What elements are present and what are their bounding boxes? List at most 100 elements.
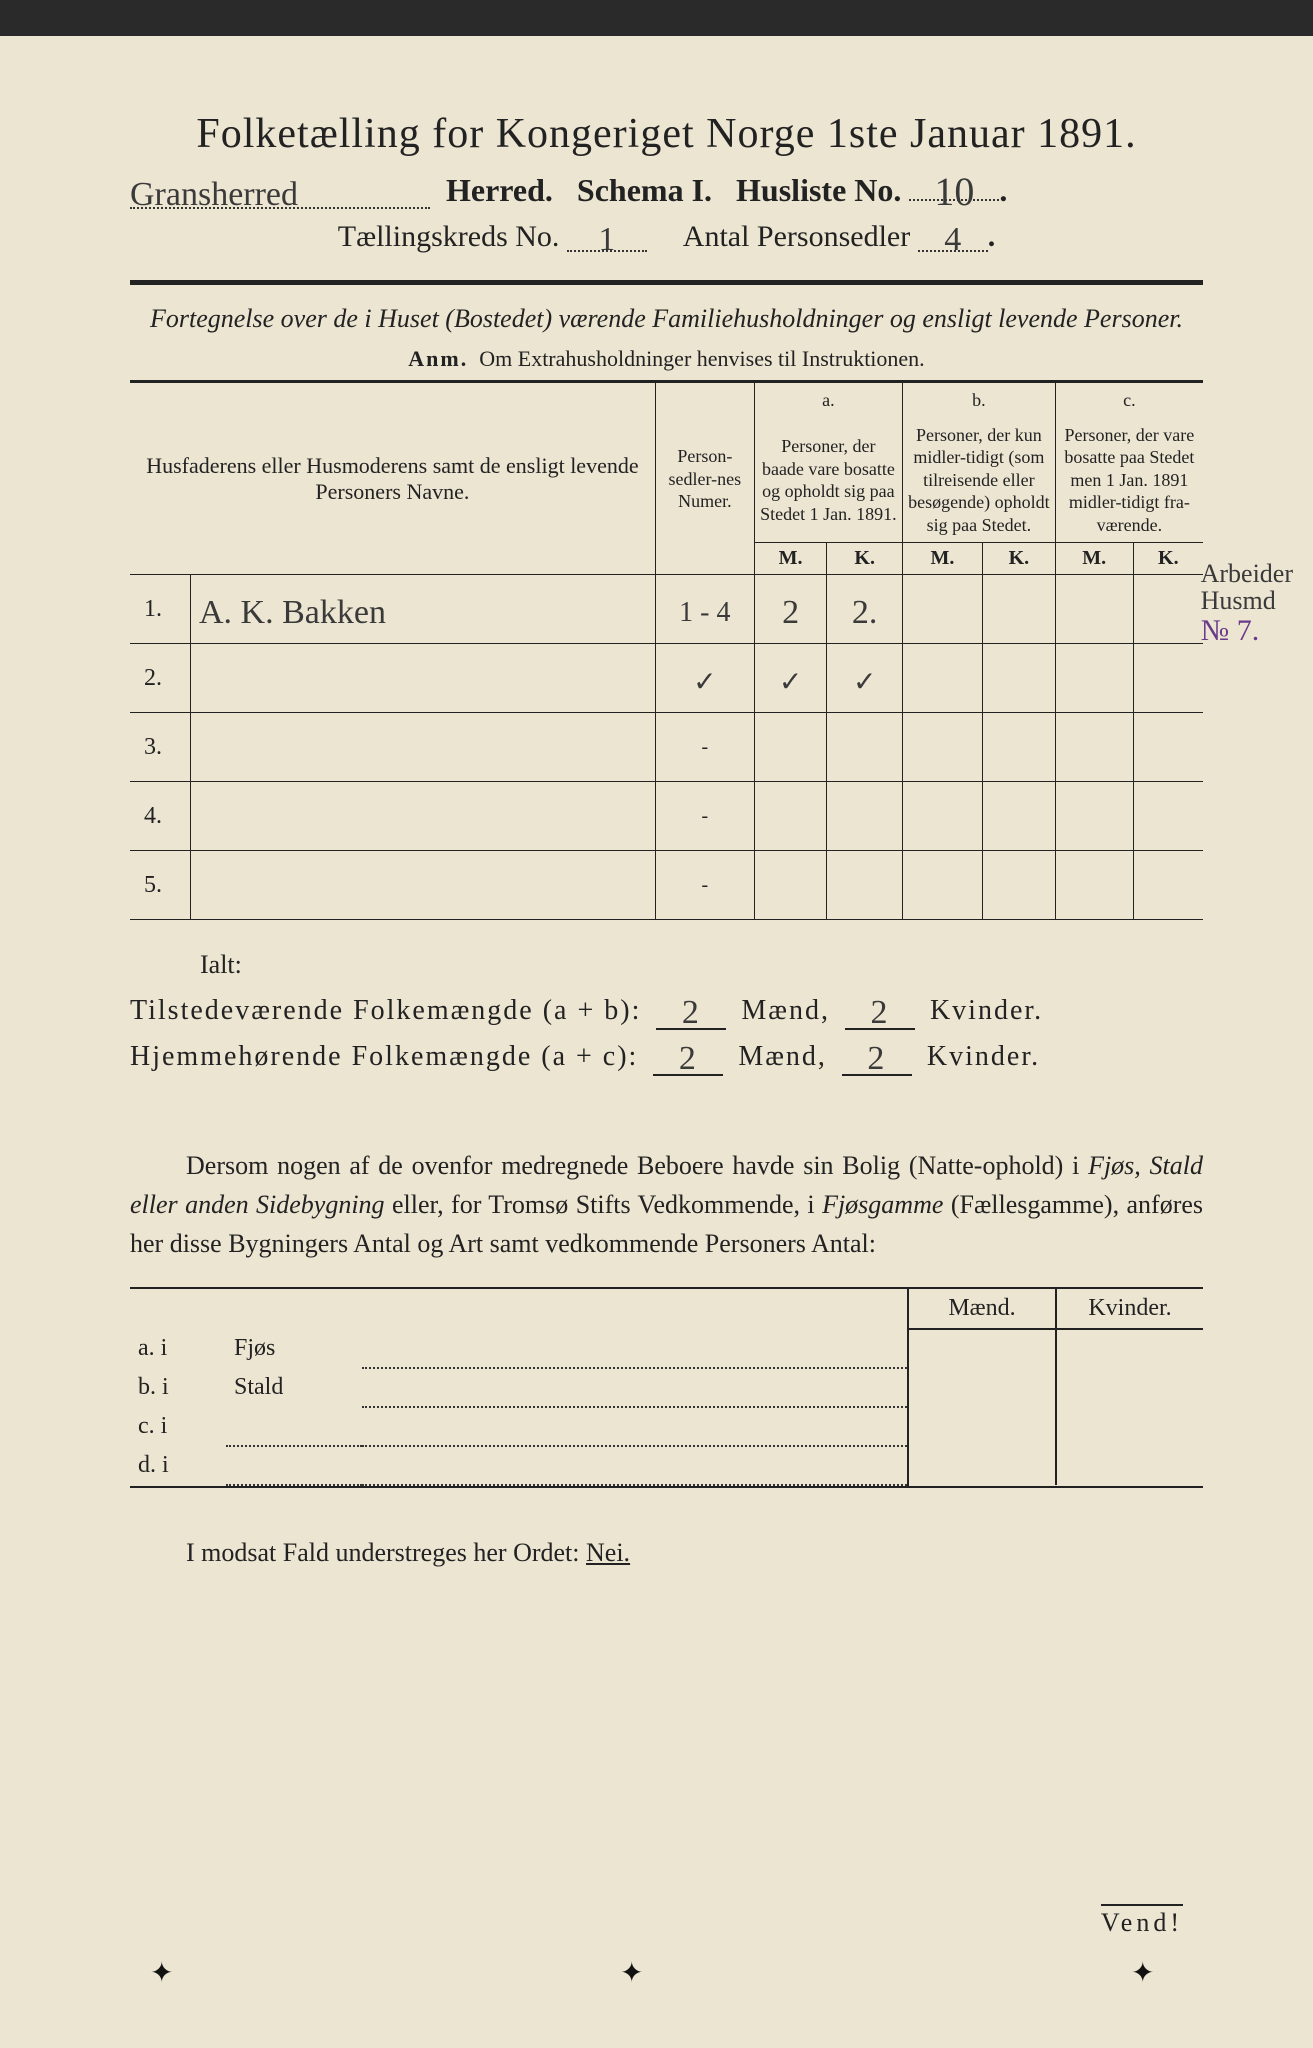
- row-name: [191, 782, 656, 851]
- vend-label: Vend!: [1101, 1904, 1183, 1938]
- lower-table-wrap: Mænd. Kvinder. a. i Fjøs b. i Stald c. i: [130, 1287, 1203, 1488]
- row-numer: -: [655, 782, 754, 851]
- c-m: M.: [1055, 543, 1133, 575]
- a-m: M.: [754, 543, 827, 575]
- lower-lab: b. i: [130, 1368, 226, 1407]
- row-num: 3.: [130, 713, 191, 782]
- outbuilding-table: Mænd. Kvinder. a. i Fjøs b. i Stald c. i: [130, 1289, 1203, 1486]
- ialt-label: Ialt:: [200, 950, 1203, 980]
- row-a-m: [754, 782, 827, 851]
- lower-dots: [362, 1407, 908, 1446]
- row-a-m: 2: [754, 575, 827, 644]
- margin-note-1: Arbeider: [1201, 560, 1293, 587]
- lower-word: [226, 1446, 362, 1485]
- para-i2: Fjøsgamme: [822, 1190, 943, 1219]
- row-a-m: [754, 851, 827, 920]
- c-k: K.: [1133, 543, 1203, 575]
- table-row: 5. -: [130, 851, 1203, 920]
- row-num: 1.: [130, 575, 191, 644]
- lower-row: b. i Stald: [130, 1368, 1203, 1407]
- lower-m: [908, 1329, 1056, 1368]
- totals-row-present: Tilstedeværende Folkemængde (a + b): 2 M…: [130, 990, 1203, 1030]
- col-a-head: Personer, der baade vare bosatte og opho…: [754, 418, 902, 543]
- row-c-k: [1133, 644, 1203, 713]
- herred-value: Gransherred: [130, 176, 298, 213]
- col-c-letter: c.: [1055, 383, 1203, 418]
- table-row: 1. A. K. Bakken 1 - 4 2 2.: [130, 575, 1203, 644]
- row-name: A. K. Bakken: [191, 575, 656, 644]
- lower-row: a. i Fjøs: [130, 1329, 1203, 1368]
- instruction-paragraph: Dersom nogen af de ovenfor medregnede Be…: [130, 1146, 1203, 1263]
- personsedler-label: Antal Personsedler: [683, 220, 910, 253]
- row-b-m: [903, 782, 983, 851]
- kreds-value: 1: [598, 221, 615, 258]
- husliste-label: Husliste No.: [736, 172, 901, 208]
- resident-label: Hjemmehørende Folkemængde (a + c):: [130, 1041, 638, 1072]
- row-num: 2.: [130, 644, 191, 713]
- resident-k: 2: [842, 1036, 912, 1076]
- lower-m: [908, 1446, 1056, 1485]
- resident-m: 2: [653, 1036, 723, 1076]
- row-b-k: [982, 644, 1055, 713]
- lower-dots: [362, 1368, 908, 1407]
- row-a-m: [754, 713, 827, 782]
- kvinder-label: Kvinder.: [930, 995, 1043, 1026]
- a-k: K.: [827, 543, 903, 575]
- header-line-kreds: Tællingskreds No. 1 Antal Personsedler 4…: [130, 217, 1203, 254]
- row-b-k: [982, 575, 1055, 644]
- lower-lab: a. i: [130, 1329, 226, 1368]
- lower-lab: d. i: [130, 1446, 226, 1485]
- col-c-head: Personer, der vare bosatte paa Stedet me…: [1055, 418, 1203, 543]
- row-c-k: [1133, 575, 1203, 644]
- lower-k: [1056, 1368, 1203, 1407]
- col-b-letter: b.: [903, 383, 1056, 418]
- personsedler-value: 4: [944, 221, 961, 258]
- kvinder-label: Kvinder.: [927, 1041, 1040, 1072]
- rule-thick: [130, 280, 1203, 285]
- row-c-m: [1055, 713, 1133, 782]
- col-numer-head: Person-sedler-nes Numer.: [655, 383, 754, 575]
- table-row: 2. ✓ ✓ ✓: [130, 644, 1203, 713]
- row-c-k: [1133, 713, 1203, 782]
- present-k: 2: [845, 990, 915, 1030]
- row-b-m: [903, 575, 983, 644]
- row-c-m: [1055, 575, 1133, 644]
- row-numer: -: [655, 713, 754, 782]
- lower-lab: c. i: [130, 1407, 226, 1446]
- kreds-label: Tællingskreds No.: [338, 220, 560, 253]
- row-name: [191, 851, 656, 920]
- anm-line: Anm. Om Extrahusholdninger henvises til …: [130, 346, 1203, 372]
- lower-m: [908, 1368, 1056, 1407]
- row-b-k: [982, 713, 1055, 782]
- lower-k: [1056, 1329, 1203, 1368]
- closing-line: I modsat Fald understreges her Ordet: Ne…: [130, 1538, 1203, 1568]
- row-a-k: [827, 782, 903, 851]
- row-a-k: ✓: [827, 644, 903, 713]
- lower-m: [908, 1407, 1056, 1446]
- row-name: [191, 644, 656, 713]
- schema-label: Schema I.: [577, 172, 712, 208]
- husliste-field: 10: [909, 164, 999, 201]
- census-form-page: Folketælling for Kongeriget Norge 1ste J…: [0, 0, 1313, 2048]
- lower-dots: [362, 1329, 908, 1368]
- lower-k: [1056, 1407, 1203, 1446]
- lower-maend-head: Mænd.: [908, 1289, 1056, 1329]
- header-line-herred: Gransherred Herred. Schema I. Husliste N…: [130, 164, 1203, 209]
- lower-kvinder-head: Kvinder.: [1056, 1289, 1203, 1329]
- row-num: 4.: [130, 782, 191, 851]
- husliste-value: 10: [934, 169, 974, 214]
- herred-label: Herred.: [446, 172, 553, 208]
- scan-top-edge: [0, 0, 1313, 36]
- row-c-m: [1055, 644, 1133, 713]
- col-b-head: Personer, der kun midler-tidigt (som til…: [903, 418, 1056, 543]
- para-t1: Dersom nogen af de ovenfor medregnede Be…: [186, 1151, 1088, 1180]
- row-a-k: [827, 851, 903, 920]
- row-c-m: [1055, 851, 1133, 920]
- row-num: 5.: [130, 851, 191, 920]
- margin-note-2: Husmd: [1201, 587, 1293, 614]
- row-c-k: [1133, 851, 1203, 920]
- anm-label: Anm.: [408, 346, 468, 371]
- lower-row: c. i: [130, 1407, 1203, 1446]
- maend-label: Mænd,: [738, 1041, 827, 1072]
- punch-mark-icon: ✦: [1131, 1956, 1153, 1978]
